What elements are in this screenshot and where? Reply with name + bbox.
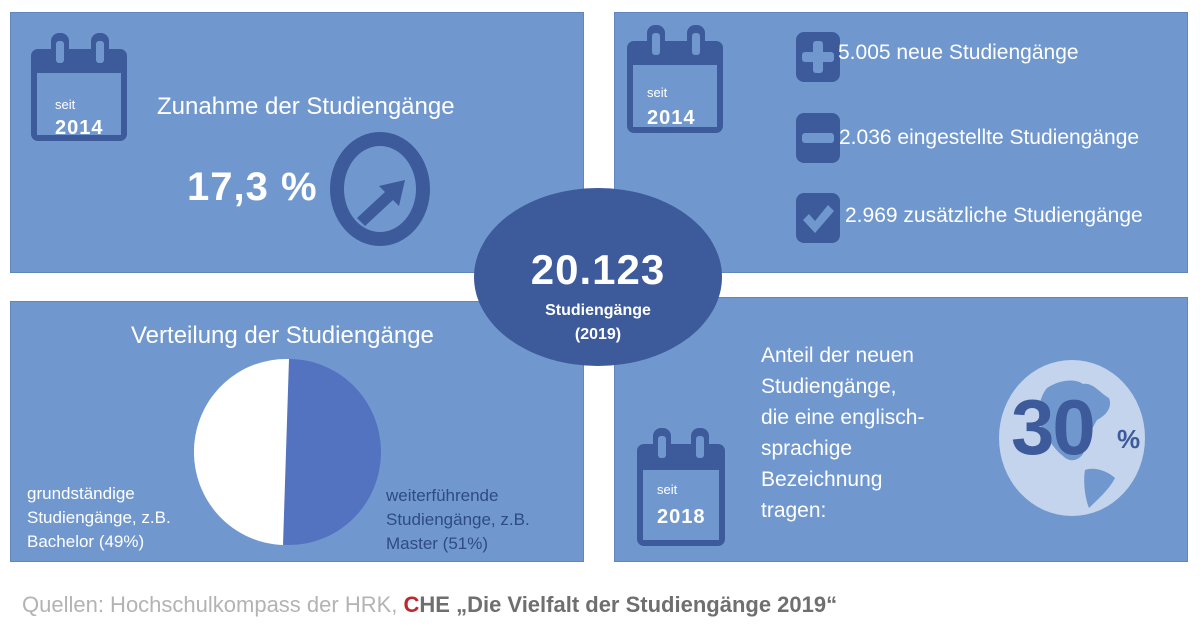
calendar-icon: seit 2018 bbox=[635, 426, 727, 548]
pie-label-master: weiterführende Studiengänge, z.B. Master… bbox=[386, 486, 530, 553]
calendar-seit-label: seit bbox=[657, 482, 678, 497]
changes-item-additional: 2.969 zusätzliche Studiengänge bbox=[845, 204, 1143, 227]
distribution-pie-chart bbox=[193, 357, 384, 552]
panel-growth: seit 2014 Zunahme der Studiengänge 17,3 … bbox=[10, 12, 584, 273]
minus-icon bbox=[796, 113, 840, 163]
globe-icon: 30 % bbox=[997, 358, 1147, 523]
english-share-text: Anteil der neuen Studiengänge, die eine … bbox=[761, 344, 925, 522]
source-line: Quellen: Hochschulkompass der HRK, CHE „… bbox=[22, 592, 837, 618]
changes-item-discontinued: 2.036 eingestellte Studiengänge bbox=[839, 126, 1140, 149]
english-share-value: 30 bbox=[1011, 383, 1096, 471]
total-programs-circle: 20.123 Studiengänge (2019) bbox=[474, 188, 722, 366]
growth-value: 17,3 % bbox=[187, 165, 318, 209]
source-prefix: Quellen: Hochschulkompass der HRK, bbox=[22, 592, 404, 617]
calendar-icon: seit 2014 bbox=[29, 31, 129, 143]
distribution-title: Verteilung der Studiengänge bbox=[131, 322, 434, 349]
changes-item-new: 5.005 neue Studiengänge bbox=[838, 41, 1079, 64]
pie-label-bachelor: grundständige Studiengänge, z.B. Bachelo… bbox=[27, 484, 171, 551]
english-share-unit: % bbox=[1117, 424, 1141, 454]
calendar-year: 2014 bbox=[55, 117, 104, 139]
pie-slice-bachelor bbox=[193, 358, 289, 545]
calendar-seit-label: seit bbox=[647, 85, 668, 100]
calendar-seit-label: seit bbox=[55, 97, 76, 112]
total-programs-label: Studiengänge bbox=[545, 302, 651, 319]
calendar-year: 2014 bbox=[647, 107, 696, 129]
panel-distribution: Verteilung der Studiengänge grundständig… bbox=[10, 301, 584, 562]
che-logo-c: C bbox=[403, 592, 420, 617]
panel-english-names: seit 2018 Anteil der neuen Studiengänge,… bbox=[614, 297, 1188, 562]
source-che-title: HE „Die Vielfalt der Studiengänge 2019“ bbox=[419, 592, 838, 617]
calendar-year: 2018 bbox=[657, 506, 706, 528]
panel-changes: seit 2014 5.005 neue Studiengänge 2.036 … bbox=[614, 12, 1188, 273]
total-programs-year: (2019) bbox=[574, 326, 622, 343]
arrow-up-right-circle-icon bbox=[329, 132, 431, 251]
check-icon bbox=[796, 193, 840, 243]
calendar-icon: seit 2014 bbox=[625, 23, 725, 135]
plus-icon bbox=[796, 32, 840, 82]
growth-title: Zunahme der Studiengänge bbox=[157, 93, 455, 120]
total-programs-number: 20.123 bbox=[530, 246, 666, 293]
